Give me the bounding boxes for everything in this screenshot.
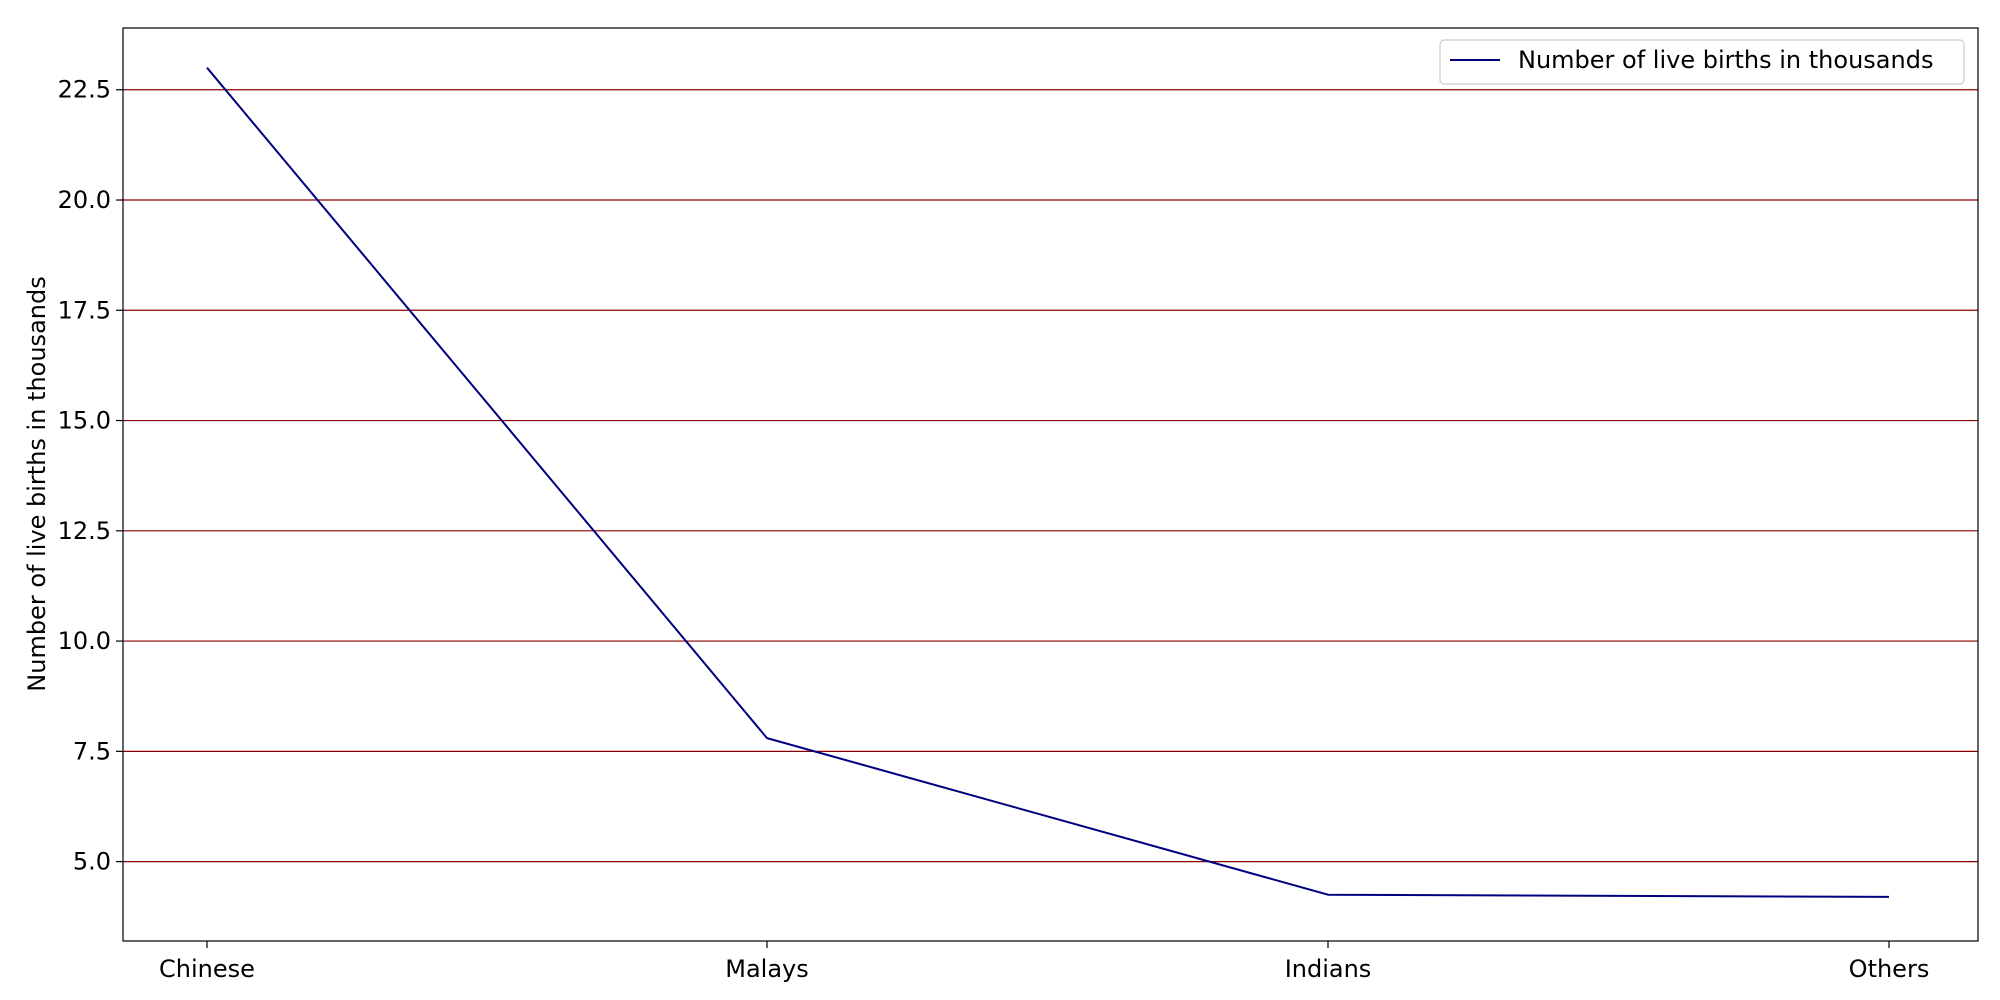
y-tick-label: 12.5 (58, 517, 111, 545)
y-tick-label: 22.5 (58, 76, 111, 104)
y-axis-ticks: 5.0 7.5 10.0 12.5 15.0 17.5 20.0 22.5 (58, 76, 123, 876)
legend-label: Number of live births in thousands (1518, 46, 1933, 74)
series-layer (206, 67, 1890, 898)
x-tick-label: Malays (725, 955, 809, 983)
y-tick-label: 17.5 (58, 296, 111, 324)
series-line (206, 67, 1890, 898)
y-tick-label: 15.0 (58, 407, 111, 435)
legend-box (1439, 39, 1965, 85)
y-tick-label: 20.0 (58, 186, 111, 214)
y-tick-label: 10.0 (58, 627, 111, 655)
x-axis-ticks: Chinese Malays Indians Others (159, 941, 1929, 983)
x-tick-label: Others (1849, 955, 1930, 983)
y-axis-title: Number of live births in thousands (23, 276, 51, 691)
y-tick-label: 7.5 (73, 737, 111, 765)
legend: Number of live births in thousands (1439, 39, 1965, 85)
x-tick-label: Indians (1285, 955, 1372, 983)
y-tick-label: 5.0 (73, 848, 111, 876)
x-tick-label: Chinese (159, 955, 255, 983)
grid-lines (123, 89, 1978, 863)
plot-frame (122, 27, 1979, 942)
